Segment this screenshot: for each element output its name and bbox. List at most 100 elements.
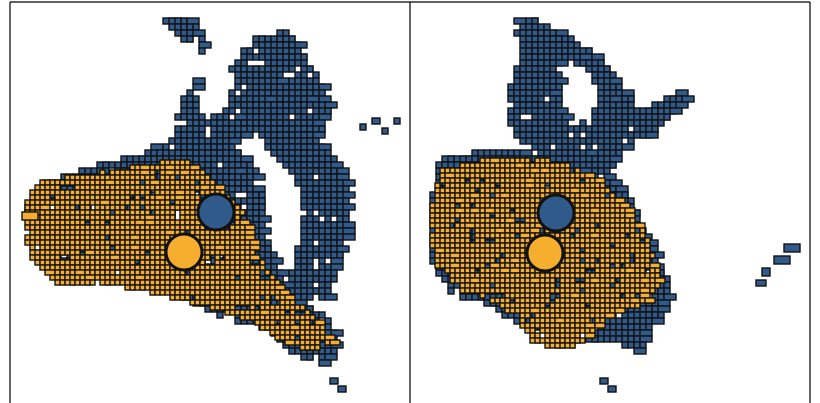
left-blue-cell xyxy=(138,155,146,163)
left-orange-cell xyxy=(149,239,156,246)
left-orange-cell xyxy=(129,284,136,291)
left-blue-cell xyxy=(318,167,326,175)
left-blue-cell xyxy=(162,143,170,151)
right-orange-cell xyxy=(584,252,591,259)
left-orange-cell xyxy=(159,234,166,241)
right-orange-cell xyxy=(644,262,651,269)
left-orange-cell xyxy=(174,169,181,176)
right-orange-cell xyxy=(479,232,486,239)
right-orange-cell xyxy=(499,302,506,309)
right-blue-cell xyxy=(537,95,545,103)
right-orange-cell xyxy=(449,257,456,264)
left-blue-cell xyxy=(216,311,224,319)
right-orange-cell xyxy=(519,202,526,209)
left-blue-cell xyxy=(318,263,326,271)
left-blue-cell xyxy=(270,251,278,259)
right-orange-cell xyxy=(484,212,491,219)
right-blue-cell xyxy=(627,329,635,337)
right-orange-cell xyxy=(619,247,626,254)
left-orange-cell xyxy=(219,269,226,276)
left-orange-cell xyxy=(169,189,176,196)
right-orange-cell xyxy=(464,232,471,239)
right-orange-cell xyxy=(464,222,476,229)
right-orange-cell xyxy=(469,187,476,194)
right-blue-cell xyxy=(675,101,689,109)
right-orange-cell xyxy=(599,242,606,249)
left-blue-cell xyxy=(246,119,254,127)
left-orange-cell xyxy=(79,199,86,206)
left-orange-cell xyxy=(139,229,146,236)
left-blue-cell xyxy=(318,287,326,295)
right-orange-cell xyxy=(474,172,481,179)
left-blue-cell xyxy=(198,131,206,139)
left-blue-cell xyxy=(288,59,296,67)
left-orange-cell xyxy=(239,249,246,256)
left-blue-cell xyxy=(180,95,188,103)
left-orange-cell xyxy=(29,244,36,251)
left-blue-cell xyxy=(252,71,260,79)
right-orange-cell xyxy=(614,242,621,249)
right-orange-cell xyxy=(574,247,581,254)
right-blue-cell xyxy=(615,137,623,145)
right-orange-cell xyxy=(474,237,481,244)
right-blue-cell xyxy=(579,119,587,127)
left-blue-cell xyxy=(318,113,332,121)
left-blue-cell xyxy=(330,155,338,163)
right-orange-cell xyxy=(604,217,611,224)
right-orange-cell xyxy=(564,247,571,254)
left-blue-cell xyxy=(306,257,314,265)
left-blue-cell xyxy=(324,323,332,331)
right-blue-cell xyxy=(627,101,635,109)
left-blue-cell xyxy=(282,59,290,67)
right-blue-cell xyxy=(607,385,617,393)
left-orange-cell xyxy=(94,209,101,216)
right-orange-cell xyxy=(619,242,626,249)
right-orange-cell xyxy=(569,172,576,179)
right-orange-cell xyxy=(574,177,581,184)
right-orange-cell xyxy=(589,277,601,284)
right-orange-cell xyxy=(614,302,621,309)
right-orange-cell xyxy=(549,277,556,284)
right-orange-cell xyxy=(469,197,476,204)
left-orange-cell xyxy=(21,211,39,221)
left-orange-cell xyxy=(119,244,126,251)
left-blue-cell xyxy=(270,263,278,271)
right-orange-cell xyxy=(584,207,591,214)
right-orange-cell xyxy=(624,302,631,309)
left-blue-cell xyxy=(222,125,230,133)
right-orange-cell xyxy=(509,222,516,229)
right-orange-cell xyxy=(544,157,551,164)
right-orange-cell xyxy=(509,212,516,219)
left-orange-cell xyxy=(244,229,256,236)
left-blue-cell xyxy=(246,47,254,55)
right-orange-cell xyxy=(509,282,516,289)
left-blue-cell xyxy=(300,89,308,97)
right-blue-cell xyxy=(531,77,539,85)
left-orange-cell xyxy=(289,319,296,326)
left-orange-cell xyxy=(114,249,121,256)
left-blue-cell xyxy=(234,65,242,73)
right-orange-cell xyxy=(584,202,591,209)
left-orange-cell xyxy=(129,229,136,236)
left-orange-cell xyxy=(119,219,126,226)
left-orange-cell xyxy=(104,264,111,271)
left-orange-cell xyxy=(154,219,161,226)
right-blue-cell xyxy=(603,173,617,181)
left-blue-cell xyxy=(246,83,254,91)
right-blue-cell xyxy=(585,125,593,133)
left-blue-cell xyxy=(192,77,206,85)
left-orange-cell xyxy=(34,239,41,246)
left-orange-cell xyxy=(269,319,276,326)
right-blue-cell xyxy=(591,77,599,85)
right-orange-cell xyxy=(509,172,516,179)
right-orange-cell xyxy=(609,252,616,259)
right-orange-cell xyxy=(634,222,646,229)
right-blue-cell xyxy=(537,119,545,127)
right-blue-cell xyxy=(621,113,629,121)
left-blue-cell xyxy=(144,149,152,157)
right-blue-cell xyxy=(639,323,647,331)
left-orange-cell xyxy=(129,259,136,266)
right-orange-cell xyxy=(469,277,481,284)
right-blue-cell xyxy=(531,101,539,109)
left-orange-cell xyxy=(84,214,91,221)
